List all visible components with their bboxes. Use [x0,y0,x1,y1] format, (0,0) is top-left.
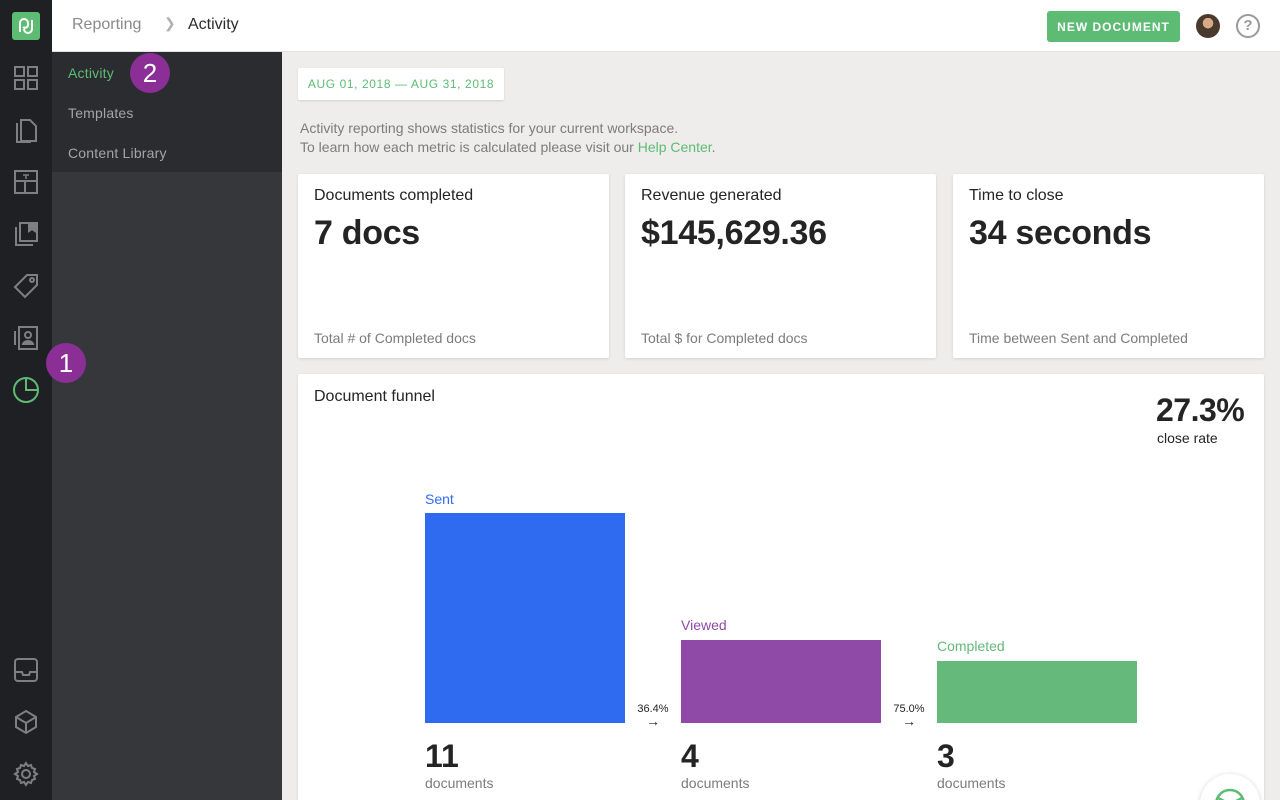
arrow-right-icon: → [902,713,916,729]
dashboard-icon[interactable] [12,64,40,92]
stage-label-completed: Completed [937,638,1005,654]
settings-icon[interactable] [12,760,40,788]
help-icon[interactable]: ? [1236,14,1260,38]
card-label: Documents completed [314,187,474,204]
reporting-subnav: Activity Templates Content Library [52,52,282,800]
card-footnote: Total $ for Completed docs [641,330,808,346]
support-chat-button[interactable] [1200,774,1260,800]
intro-line-2: To learn how each metric is calculated p… [300,138,716,157]
card-footnote: Time between Sent and Completed [969,330,1188,346]
subnav-item-templates[interactable]: Templates [68,105,134,121]
stage-unit-sent: documents [425,775,494,791]
time-to-close-card: Time to close 34 seconds Time between Se… [953,174,1264,358]
document-funnel-card: Document funnel 27.3% close rate Sent 11… [298,374,1264,800]
breadcrumb-current: Activity [188,16,239,33]
avatar[interactable] [1196,14,1220,38]
stage-unit-viewed: documents [681,775,750,791]
chevron-right-icon: ❯ [164,15,176,31]
annotation-badge-2: 2 [130,53,170,93]
breadcrumb-parent[interactable]: Reporting [72,16,142,33]
stage-label-viewed: Viewed [681,617,727,633]
card-value: $145,629.36 [641,214,827,252]
date-range-picker[interactable]: AUG 01, 2018 — AUG 31, 2018 [298,68,504,100]
close-rate-value: 27.3% [1156,392,1245,428]
help-center-link[interactable]: Help Center [637,139,712,155]
card-footnote: Total # of Completed docs [314,330,476,346]
card-label: Revenue generated [641,187,782,204]
funnel-bar-viewed [681,640,881,723]
logo-icon[interactable] [12,12,40,40]
funnel-bar-sent [425,513,625,723]
content-library-icon[interactable] [12,220,40,248]
stage-count-sent: 11 [425,738,459,774]
subnav-item-content-library[interactable]: Content Library [68,145,167,161]
close-rate-label: close rate [1157,430,1218,446]
stage-count-completed: 3 [937,738,955,774]
revenue-generated-card: Revenue generated $145,629.36 Total $ fo… [625,174,936,358]
stage-count-viewed: 4 [681,738,699,774]
subnav-item-activity[interactable]: Activity [68,65,114,81]
conversion-sent-viewed: 36.4% [637,703,669,715]
stage-unit-completed: documents [937,775,1006,791]
card-label: Time to close [969,187,1064,204]
top-bar: Reporting ❯ Activity NEW DOCUMENT ? [52,0,1280,52]
support-globe-icon [1215,788,1245,800]
integrations-icon[interactable] [12,708,40,736]
new-document-button[interactable]: NEW DOCUMENT [1047,11,1180,42]
intro-period: . [711,139,716,155]
contacts-icon[interactable] [12,324,40,352]
intro-line-2-text: To learn how each metric is calculated p… [300,139,638,155]
annotation-badge-1: 1 [46,343,86,383]
icon-rail [0,0,52,800]
stage-label-sent: Sent [425,491,454,507]
conversion-viewed-completed: 75.0% [893,703,925,715]
catalog-icon[interactable] [12,272,40,300]
card-value: 7 docs [314,214,420,252]
arrow-right-icon: → [646,713,660,729]
intro-line-1: Activity reporting shows statistics for … [300,120,679,136]
inbox-icon[interactable] [12,656,40,684]
reports-icon[interactable] [12,376,40,404]
intro-text: Activity reporting shows statistics for … [300,119,716,157]
funnel-bar-completed [937,661,1137,723]
templates-icon[interactable] [12,168,40,196]
documents-icon[interactable] [12,116,40,144]
funnel-title: Document funnel [314,388,435,405]
documents-completed-card: Documents completed 7 docs Total # of Co… [298,174,609,358]
card-value: 34 seconds [969,214,1152,252]
